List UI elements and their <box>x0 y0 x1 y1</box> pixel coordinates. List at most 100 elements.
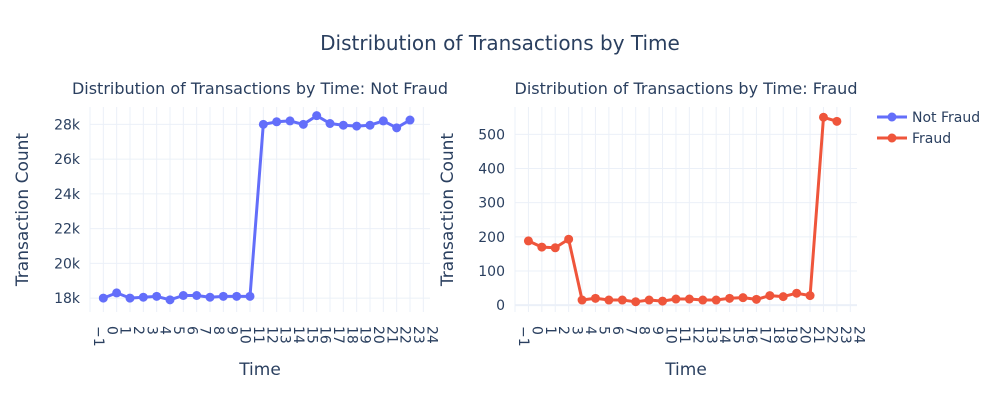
x-tick-label: 16 <box>317 326 333 344</box>
y-tick-label: 22k <box>54 222 81 238</box>
series-line <box>102 114 411 302</box>
x-tick-label: 10 <box>237 326 253 344</box>
data-point <box>192 290 202 300</box>
data-point <box>671 294 681 304</box>
y-tick-label: 500 <box>478 127 505 143</box>
data-point <box>818 112 828 122</box>
data-point <box>537 242 547 252</box>
x-tick-label: 19 <box>783 326 799 344</box>
data-point <box>765 291 775 301</box>
x-tick-label: 4 <box>157 326 173 335</box>
data-point <box>392 123 402 133</box>
data-point <box>590 293 600 303</box>
data-point <box>832 116 842 126</box>
data-point <box>658 296 668 306</box>
x-tick-label: 8 <box>636 326 652 335</box>
data-point <box>312 111 322 121</box>
data-point <box>205 292 215 302</box>
x-tick-label: 12 <box>263 326 279 344</box>
x-tick-label: 2 <box>555 326 571 335</box>
gridlines <box>514 107 857 312</box>
x-tick-label: 24 <box>850 326 866 344</box>
data-point <box>165 295 175 305</box>
data-point <box>138 292 148 302</box>
y-tick-label: 100 <box>478 264 505 280</box>
data-point <box>751 294 761 304</box>
y-tick-label: 400 <box>478 162 505 178</box>
subplots: Distribution of Transactions by Time: No… <box>13 79 866 380</box>
x-tick-label: 11 <box>676 326 692 344</box>
x-tick-label: 23 <box>837 326 853 344</box>
x-tick-label: 22 <box>397 326 413 344</box>
data-point <box>365 120 375 130</box>
data-point <box>112 288 122 298</box>
x-tick-label: 18 <box>770 326 786 344</box>
y-tick-label: 300 <box>478 196 505 212</box>
subplot-2: Distribution of Transactions by Time: Fr… <box>438 79 866 380</box>
legend-marker-icon <box>887 112 897 122</box>
x-tick-label: 15 <box>730 326 746 344</box>
data-point <box>577 295 587 305</box>
data-point <box>338 120 348 130</box>
x-tick-label: 11 <box>250 326 266 344</box>
x-tick-label: 9 <box>223 326 239 335</box>
data-point <box>805 291 815 301</box>
legend-item-fraud[interactable]: Fraud <box>877 131 951 147</box>
series-fraud <box>523 112 842 307</box>
x-tick-label: 0 <box>103 326 119 335</box>
data-point <box>698 295 708 305</box>
x-tick-label: 6 <box>183 326 199 335</box>
x-tick-label: 13 <box>703 326 719 344</box>
data-point <box>738 293 748 303</box>
gridlines <box>89 107 430 312</box>
legend-item-not-fraud[interactable]: Not Fraud <box>877 110 980 126</box>
x-tick-label: 22 <box>823 326 839 344</box>
series-not-fraud <box>98 111 415 305</box>
x-tick-label: −1 <box>90 326 106 347</box>
x-tick-label: 10 <box>663 326 679 344</box>
data-point <box>325 119 335 129</box>
data-point <box>98 293 108 303</box>
data-point <box>378 116 388 126</box>
series-line <box>527 115 838 304</box>
x-tick-label: −1 <box>515 326 531 347</box>
x-tick-label: 8 <box>210 326 226 335</box>
x-tick-label: 9 <box>649 326 665 335</box>
x-tick-label: 7 <box>622 326 638 335</box>
x-tick-label: 17 <box>756 326 772 344</box>
x-tick-label: 24 <box>423 326 439 344</box>
x-tick-label: 17 <box>330 326 346 344</box>
x-tick-label: 14 <box>716 326 732 344</box>
data-point <box>245 291 255 301</box>
x-tick-label: 3 <box>143 326 159 335</box>
data-point <box>298 119 308 129</box>
subplot-1: Distribution of Transactions by Time: No… <box>13 79 448 380</box>
y-tick-label: 200 <box>478 230 505 246</box>
data-point <box>232 291 242 301</box>
x-axis-title: Time <box>238 360 281 380</box>
x-tick-label: 19 <box>357 326 373 344</box>
data-point <box>550 243 560 253</box>
data-point <box>644 295 654 305</box>
x-tick-label: 13 <box>277 326 293 344</box>
data-point <box>711 295 721 305</box>
y-tick-label: 18k <box>54 291 81 307</box>
x-tick-label: 20 <box>797 326 813 344</box>
x-tick-label: 7 <box>197 326 213 335</box>
subplot-title: Distribution of Transactions by Time: No… <box>72 79 448 98</box>
x-tick-label: 12 <box>689 326 705 344</box>
data-point <box>523 236 533 246</box>
data-point <box>725 293 735 303</box>
x-tick-label: 2 <box>130 326 146 335</box>
x-tick-label: 21 <box>810 326 826 344</box>
x-tick-label: 6 <box>609 326 625 335</box>
legend[interactable]: Not Fraud Fraud <box>877 110 980 147</box>
x-tick-label: 4 <box>582 326 598 335</box>
y-axis-title: Transaction Count <box>438 133 458 287</box>
y-tick-label: 26k <box>54 152 81 168</box>
y-tick-label: 0 <box>496 298 505 314</box>
x-tick-label: 14 <box>290 326 306 344</box>
x-axis-title: Time <box>664 360 707 380</box>
x-tick-label: 23 <box>410 326 426 344</box>
